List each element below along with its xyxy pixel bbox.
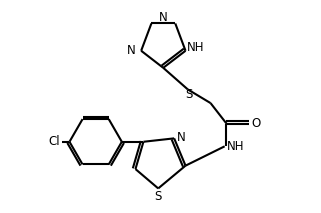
Text: N: N — [159, 11, 168, 24]
Text: S: S — [185, 88, 193, 101]
Text: NH: NH — [187, 41, 204, 54]
Text: O: O — [251, 117, 260, 130]
Text: N: N — [177, 131, 186, 144]
Text: S: S — [154, 190, 162, 203]
Text: N: N — [127, 44, 136, 57]
Text: Cl: Cl — [48, 135, 60, 148]
Text: NH: NH — [226, 140, 244, 153]
